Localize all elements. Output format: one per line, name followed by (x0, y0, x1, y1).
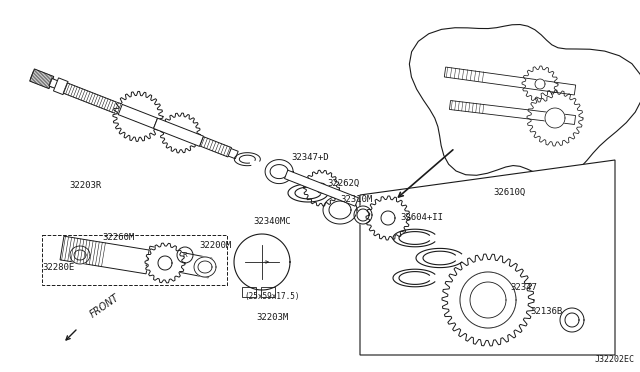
Polygon shape (74, 250, 86, 260)
Polygon shape (565, 313, 579, 327)
Polygon shape (154, 118, 204, 146)
Polygon shape (449, 100, 575, 125)
Polygon shape (323, 196, 357, 224)
Text: FRONT: FRONT (88, 293, 121, 320)
Polygon shape (270, 164, 288, 179)
Text: 32347: 32347 (511, 283, 538, 292)
Text: R: R (182, 252, 188, 258)
Polygon shape (354, 206, 372, 224)
Polygon shape (161, 113, 200, 153)
Text: 32610Q: 32610Q (493, 187, 525, 196)
Polygon shape (62, 84, 192, 141)
Polygon shape (316, 183, 326, 193)
Polygon shape (49, 78, 58, 89)
Polygon shape (265, 160, 293, 184)
Polygon shape (460, 272, 516, 328)
Polygon shape (145, 243, 185, 283)
Polygon shape (31, 71, 54, 87)
Polygon shape (60, 236, 150, 274)
Text: 32262Q: 32262Q (327, 179, 359, 187)
Text: 32604+II: 32604+II (401, 214, 444, 222)
Text: (25x59x17.5): (25x59x17.5) (244, 292, 300, 301)
Text: 32200M: 32200M (199, 241, 231, 250)
Text: 32340MC: 32340MC (253, 218, 291, 227)
Bar (261, 287, 275, 297)
Polygon shape (410, 25, 640, 178)
Text: 32203R: 32203R (69, 180, 101, 189)
Polygon shape (470, 282, 506, 318)
Text: 32260M: 32260M (102, 234, 134, 243)
Polygon shape (381, 211, 395, 225)
Bar (242, 287, 256, 297)
Polygon shape (175, 128, 185, 138)
Polygon shape (366, 196, 410, 240)
Text: J32202EC: J32202EC (595, 355, 635, 364)
Polygon shape (535, 79, 545, 89)
Polygon shape (198, 261, 212, 273)
Polygon shape (158, 256, 172, 270)
Polygon shape (285, 170, 358, 206)
Polygon shape (357, 209, 369, 221)
Text: 32280E: 32280E (42, 263, 74, 273)
Polygon shape (118, 105, 157, 128)
Bar (42, 235, 227, 285)
Polygon shape (62, 82, 122, 115)
Polygon shape (200, 138, 238, 159)
Polygon shape (329, 201, 351, 219)
Polygon shape (29, 69, 54, 89)
Polygon shape (522, 66, 558, 102)
Polygon shape (54, 78, 68, 94)
Polygon shape (545, 108, 565, 128)
Text: 32136B: 32136B (530, 307, 562, 315)
Polygon shape (70, 246, 90, 264)
Polygon shape (444, 67, 576, 95)
Polygon shape (146, 246, 212, 278)
Polygon shape (360, 160, 615, 355)
Text: 32203M: 32203M (256, 314, 288, 323)
Polygon shape (200, 137, 232, 157)
Polygon shape (442, 254, 534, 346)
Polygon shape (194, 257, 216, 277)
Polygon shape (303, 170, 339, 206)
Polygon shape (560, 308, 584, 332)
Polygon shape (133, 111, 143, 121)
Text: 32310M: 32310M (340, 196, 372, 205)
Text: 32347+D: 32347+D (291, 154, 329, 163)
Polygon shape (113, 92, 163, 141)
Polygon shape (527, 90, 583, 146)
Polygon shape (460, 272, 516, 328)
